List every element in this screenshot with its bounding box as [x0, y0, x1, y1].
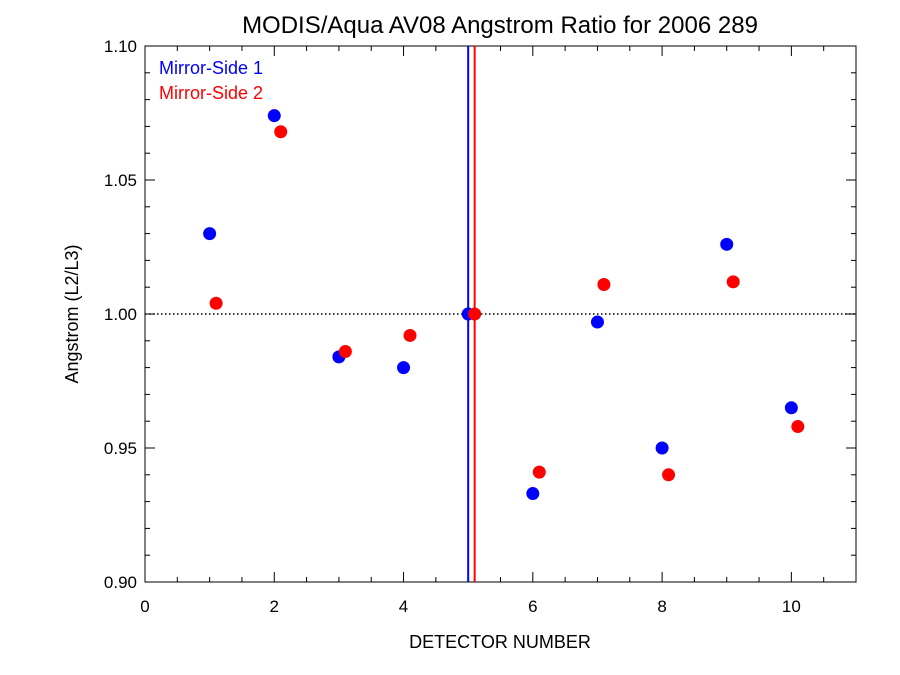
point-series-1 — [267, 109, 281, 123]
x-axis: 0 2 4 6 8 10 — [140, 46, 857, 616]
y-tick-label: 0.90 — [104, 573, 137, 592]
point-series-1 — [590, 315, 604, 329]
x-axis-label: DETECTOR NUMBER — [409, 632, 591, 652]
point-series-1 — [526, 487, 540, 501]
point-series-2 — [468, 307, 482, 321]
point-series-1 — [784, 401, 798, 415]
point-series-2 — [791, 420, 805, 434]
point-series-1 — [720, 237, 734, 251]
point-series-2 — [274, 125, 288, 139]
point-series-2 — [209, 296, 223, 310]
point-series-1 — [203, 227, 217, 241]
point-series-2 — [726, 275, 740, 289]
x-tick-label: 10 — [782, 597, 801, 616]
x-tick-label: 8 — [657, 597, 666, 616]
legend: Mirror-Side 1 Mirror-Side 2 — [159, 58, 263, 103]
x-tick-label: 0 — [140, 597, 149, 616]
y-axis-label: Angstrom (L2/L3) — [62, 244, 82, 383]
y-tick-label: 1.05 — [104, 171, 137, 190]
y-tick-label: 1.00 — [104, 305, 137, 324]
data-points — [203, 109, 805, 501]
reference-lines — [145, 46, 856, 582]
x-tick-label: 4 — [399, 597, 408, 616]
x-tick-label: 2 — [270, 597, 279, 616]
point-series-2 — [532, 465, 546, 479]
point-series-1 — [655, 441, 669, 455]
chart-title: MODIS/Aqua AV08 Angstrom Ratio for 2006 … — [242, 12, 758, 39]
y-tick-label: 0.95 — [104, 439, 137, 458]
point-series-1 — [397, 361, 411, 375]
y-tick-label: 1.10 — [104, 37, 137, 56]
legend-entry-2: Mirror-Side 2 — [159, 83, 263, 103]
y-axis: 0.90 0.95 1.00 1.05 1.10 — [104, 37, 856, 592]
point-series-2 — [403, 328, 417, 342]
point-series-2 — [338, 345, 352, 359]
x-tick-label: 6 — [528, 597, 537, 616]
point-series-2 — [597, 278, 611, 292]
legend-entry-1: Mirror-Side 1 — [159, 58, 263, 78]
point-series-2 — [662, 468, 676, 482]
